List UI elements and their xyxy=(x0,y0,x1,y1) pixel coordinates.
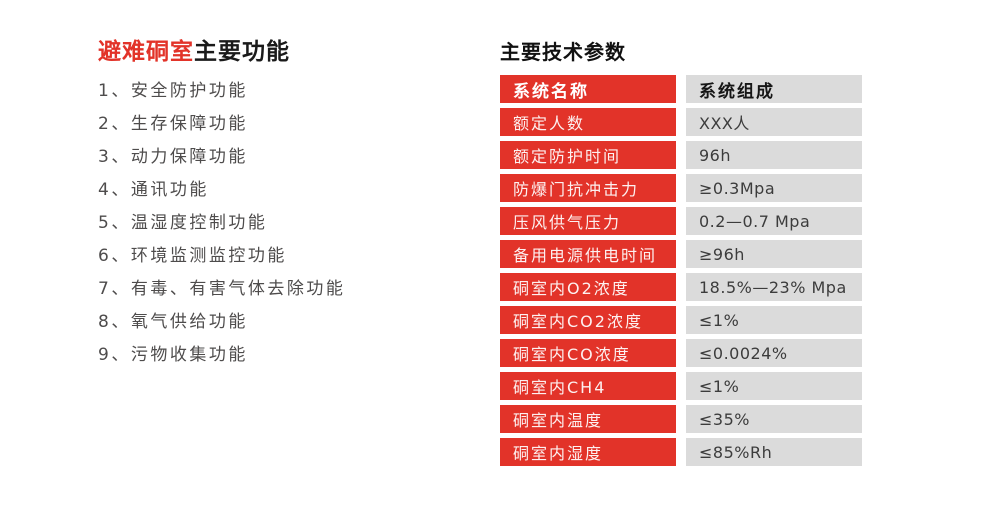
table-row: 防爆门抗冲击力 ≥0.3Mpa xyxy=(500,174,863,202)
param-name-cell: 压风供气压力 xyxy=(500,207,676,235)
param-name-cell: 硐室内CO2浓度 xyxy=(500,306,676,334)
table-row: 备用电源供电时间 ≥96h xyxy=(500,240,863,268)
param-name-cell: 备用电源供电时间 xyxy=(500,240,676,268)
parameters-title: 主要技术参数 xyxy=(500,40,626,64)
table-row: 硐室内O2浓度 18.5%—23% Mpa xyxy=(500,273,863,301)
param-name-cell: 硐室内CO浓度 xyxy=(500,339,676,367)
param-name-cell: 额定防护时间 xyxy=(500,141,676,169)
param-value-cell: ≤85%Rh xyxy=(686,438,862,466)
feature-list: 1、安全防护功能 2、生存保障功能 3、动力保障功能 4、通讯功能 5、温湿度控… xyxy=(98,72,458,369)
features-title-rest: 主要功能 xyxy=(194,39,290,65)
param-value-cell: ≤1% xyxy=(686,306,862,334)
table-row: 硐室内CH4 ≤1% xyxy=(500,372,863,400)
param-value-cell: ≤35% xyxy=(686,405,862,433)
param-name-cell: 硐室内温度 xyxy=(500,405,676,433)
param-value-cell: 0.2—0.7 Mpa xyxy=(686,207,862,235)
param-value-cell: XXX人 xyxy=(686,108,862,136)
table-row: 硐室内CO浓度 ≤0.0024% xyxy=(500,339,863,367)
param-value-cell: ≤1% xyxy=(686,372,862,400)
table-row: 硐室内CO2浓度 ≤1% xyxy=(500,306,863,334)
param-value-cell: ≥0.3Mpa xyxy=(686,174,862,202)
table-row: 压风供气压力 0.2—0.7 Mpa xyxy=(500,207,863,235)
list-item: 9、污物收集功能 xyxy=(98,345,248,365)
param-name-cell: 硐室内湿度 xyxy=(500,438,676,466)
features-title-highlight: 避难硐室 xyxy=(98,39,194,65)
list-item: 5、温湿度控制功能 xyxy=(98,213,268,233)
list-item: 6、环境监测监控功能 xyxy=(98,246,287,266)
param-name-cell: 硐室内CH4 xyxy=(500,372,676,400)
table-row: 额定防护时间 96h xyxy=(500,141,863,169)
list-item: 8、氧气供给功能 xyxy=(98,312,248,332)
param-value-cell: 18.5%—23% Mpa xyxy=(686,273,862,301)
param-name-cell: 额定人数 xyxy=(500,108,676,136)
table-row: 硐室内湿度 ≤85%Rh xyxy=(500,438,863,466)
header-value-cell: 系统组成 xyxy=(686,75,862,103)
header-name-cell: 系统名称 xyxy=(500,75,676,103)
param-value-cell: ≤0.0024% xyxy=(686,339,862,367)
table-row: 额定人数 XXX人 xyxy=(500,108,863,136)
table-header-row: 系统名称 系统组成 xyxy=(500,75,863,103)
parameters-section: 主要技术参数 系统名称 系统组成 额定人数 XXX人 额定防护时间 96h 防爆… xyxy=(500,40,880,471)
parameters-table: 系统名称 系统组成 额定人数 XXX人 额定防护时间 96h 防爆门抗冲击力 ≥… xyxy=(500,75,863,466)
list-item: 4、通讯功能 xyxy=(98,180,209,200)
param-value-cell: ≥96h xyxy=(686,240,862,268)
table-row: 硐室内温度 ≤35% xyxy=(500,405,863,433)
features-section: 避难硐室主要功能 1、安全防护功能 2、生存保障功能 3、动力保障功能 4、通讯… xyxy=(98,38,458,369)
list-item: 3、动力保障功能 xyxy=(98,147,248,167)
list-item: 7、有毒、有害气体去除功能 xyxy=(98,279,346,299)
param-value-cell: 96h xyxy=(686,141,862,169)
list-item: 1、安全防护功能 xyxy=(98,81,248,101)
list-item: 2、生存保障功能 xyxy=(98,114,248,134)
param-name-cell: 防爆门抗冲击力 xyxy=(500,174,676,202)
param-name-cell: 硐室内O2浓度 xyxy=(500,273,676,301)
features-title: 避难硐室主要功能 xyxy=(98,38,458,66)
